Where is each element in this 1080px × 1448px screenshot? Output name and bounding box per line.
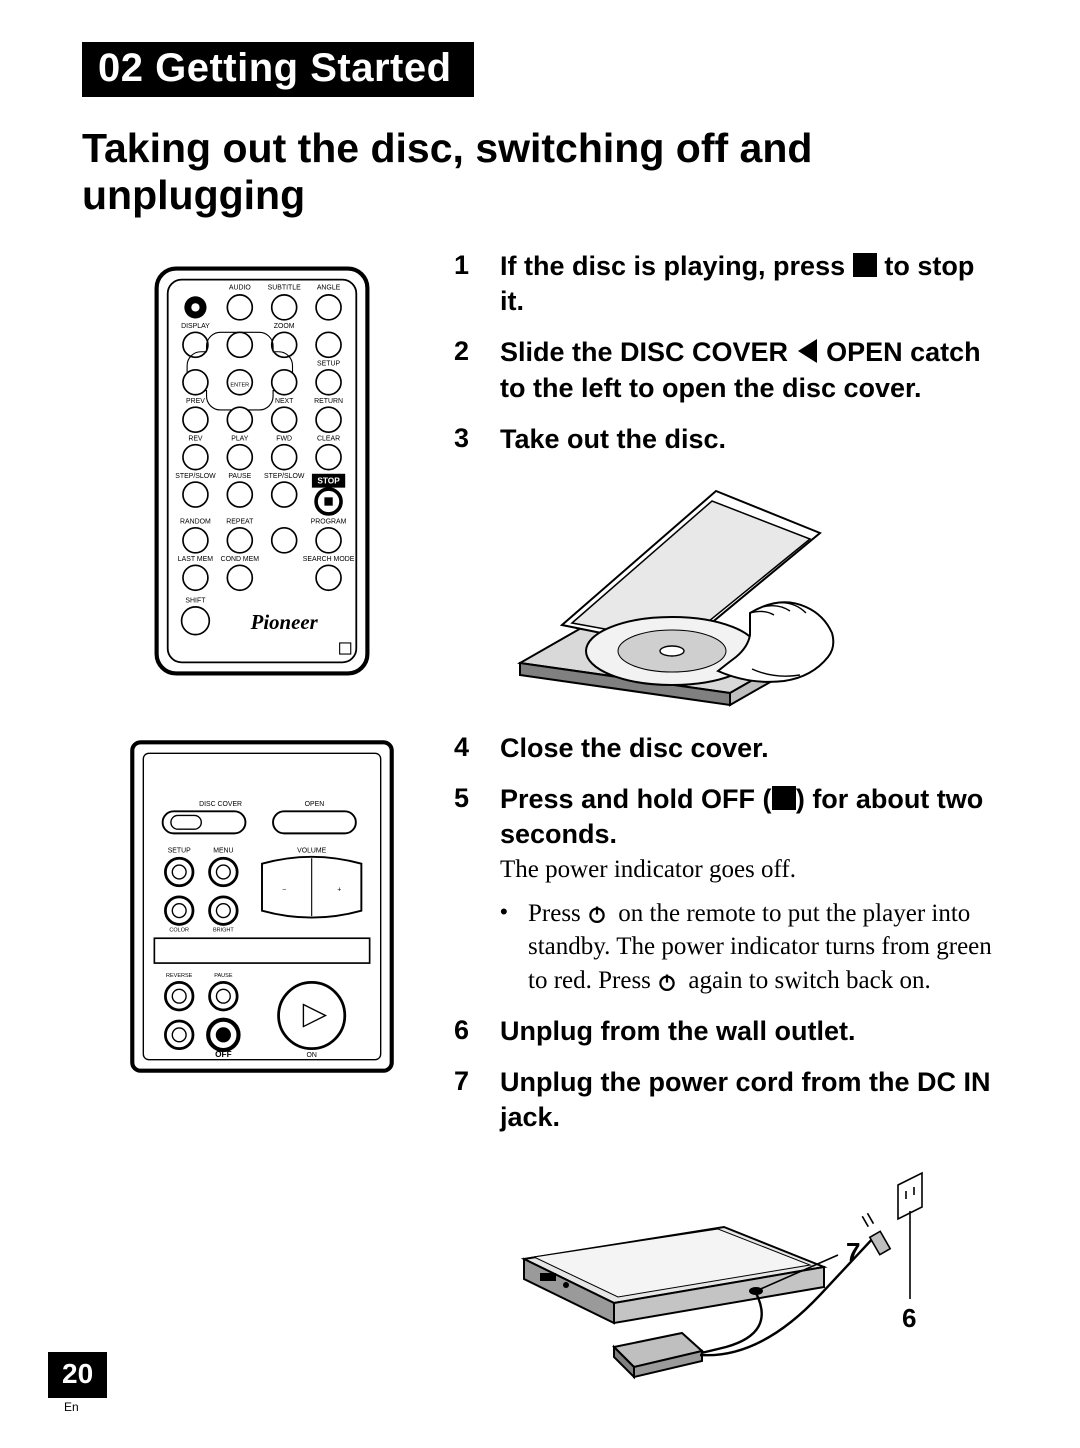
- remote-btn-label: DISPLAY: [181, 323, 210, 330]
- remote-btn-label: SEARCH MODE: [303, 556, 355, 563]
- step-title: Close the disc cover.: [500, 731, 998, 766]
- panel-label: BRIGHT: [213, 928, 234, 934]
- step-item: 2 Slide the DISC COVER OPEN catch to the…: [454, 335, 998, 405]
- step-title: Press and hold OFF () for about two seco…: [500, 782, 998, 852]
- step-subtext: The power indicator goes off.: [500, 854, 998, 887]
- remote-btn-label: SUBTITLE: [268, 285, 301, 292]
- step-number: 4: [454, 731, 500, 766]
- step-number: 2: [454, 335, 500, 405]
- step-title: Slide the DISC COVER OPEN catch to the l…: [500, 335, 998, 405]
- panel-label: COLOR: [169, 928, 189, 934]
- chapter-number: 02: [98, 46, 144, 90]
- step-item: 6 Unplug from the wall outlet.: [454, 1014, 998, 1049]
- panel-label: PAUSE: [214, 973, 233, 979]
- step-item: 7 Unplug the power cord from the DC IN j…: [454, 1065, 998, 1135]
- callout-label: 6: [902, 1303, 916, 1333]
- power-icon: [587, 900, 612, 925]
- left-column: AUDIO SUBTITLE ANGLE DISPLAY ZOOM: [82, 249, 442, 1386]
- unplug-illustration: 7 6: [494, 1151, 998, 1386]
- remote-btn-label: RETURN: [314, 398, 343, 405]
- remote-btn-label: PREV: [186, 398, 205, 405]
- stop-icon: [772, 786, 796, 810]
- chapter-header: 02 Getting Started: [82, 42, 474, 97]
- bullet-item: • Press on the remote to put the player …: [500, 897, 998, 998]
- disc-removal-illustration: [500, 473, 998, 713]
- step-title: Unplug from the wall outlet.: [500, 1014, 998, 1049]
- shift-label: SHIFT: [185, 598, 206, 605]
- off-label: OFF: [215, 1050, 232, 1059]
- remote-btn-label: STEP/SLOW: [175, 473, 216, 480]
- chapter-title: Getting Started: [155, 46, 451, 90]
- step-title: If the disc is playing, press to stop it…: [500, 249, 998, 319]
- brand-logo: Pioneer: [250, 611, 319, 634]
- player-panel-illustration: DISC COVER OPEN SETUP MENU: [124, 734, 400, 1084]
- remote-btn-label: PLAY: [231, 436, 249, 443]
- content-row: AUDIO SUBTITLE ANGLE DISPLAY ZOOM: [82, 249, 998, 1386]
- section-title: Taking out the disc, switching off and u…: [82, 125, 998, 219]
- remote-illustration: AUDIO SUBTITLE ANGLE DISPLAY ZOOM: [151, 263, 373, 684]
- panel-label: ON: [307, 1052, 317, 1059]
- step-number: 6: [454, 1014, 500, 1049]
- panel-label: DISC COVER: [199, 801, 242, 808]
- panel-label: SETUP: [168, 848, 191, 855]
- remote-btn-label: PAUSE: [228, 473, 251, 480]
- remote-btn-label: PROGRAM: [311, 519, 347, 526]
- step-item: 5 Press and hold OFF () for about two se…: [454, 782, 998, 998]
- page-number-badge: 20: [48, 1352, 107, 1398]
- remote-btn-label: AUDIO: [229, 285, 252, 292]
- step-item: 4 Close the disc cover.: [454, 731, 998, 766]
- panel-label: VOLUME: [297, 848, 327, 855]
- panel-label: MENU: [213, 848, 233, 855]
- step-number: 3: [454, 422, 500, 457]
- power-icon: [657, 968, 682, 993]
- step-title: Unplug the power cord from the DC IN jac…: [500, 1065, 998, 1135]
- remote-btn-label: REPEAT: [226, 519, 254, 526]
- manual-page: 02 Getting Started Taking out the disc, …: [0, 0, 1080, 1448]
- svg-text:+: +: [337, 887, 341, 894]
- steps-list-cont: 4 Close the disc cover. 5 Press and hold…: [454, 731, 998, 1135]
- callout-label: 7: [846, 1237, 860, 1267]
- remote-btn-label: LAST MEM: [178, 556, 213, 563]
- stop-label: STOP: [317, 476, 340, 486]
- remote-btn-label: CLEAR: [317, 436, 340, 443]
- page-language: En: [64, 1400, 79, 1414]
- remote-btn-label: RANDOM: [180, 519, 211, 526]
- step-item: 1 If the disc is playing, press to stop …: [454, 249, 998, 319]
- remote-btn-label: ANGLE: [317, 285, 341, 292]
- step-title: Take out the disc.: [500, 422, 998, 457]
- panel-label: REVERSE: [166, 973, 193, 979]
- right-column: 1 If the disc is playing, press to stop …: [442, 249, 998, 1386]
- stop-icon: [853, 253, 877, 277]
- remote-btn-label: STEP/SLOW: [264, 473, 305, 480]
- remote-btn-label: FWD: [276, 436, 292, 443]
- remote-btn-label: ZOOM: [274, 323, 295, 330]
- step-number: 7: [454, 1065, 500, 1135]
- svg-text:−: −: [282, 887, 286, 894]
- bullet-icon: •: [500, 897, 528, 998]
- triangle-left-icon: [798, 339, 817, 363]
- remote-btn-label: REV: [188, 436, 203, 443]
- bullet-text: Press on the remote to put the player in…: [528, 897, 998, 998]
- remote-btn-label: SETUP: [317, 361, 340, 368]
- remote-btn-label: NEXT: [275, 398, 294, 405]
- step-item: 3 Take out the disc.: [454, 422, 998, 457]
- panel-label: OPEN: [305, 801, 325, 808]
- step-number: 5: [454, 782, 500, 998]
- steps-list: 1 If the disc is playing, press to stop …: [454, 249, 998, 456]
- svg-text:ENTER: ENTER: [230, 383, 249, 389]
- remote-btn-label: COND MEM: [221, 556, 260, 563]
- step-number: 1: [454, 249, 500, 319]
